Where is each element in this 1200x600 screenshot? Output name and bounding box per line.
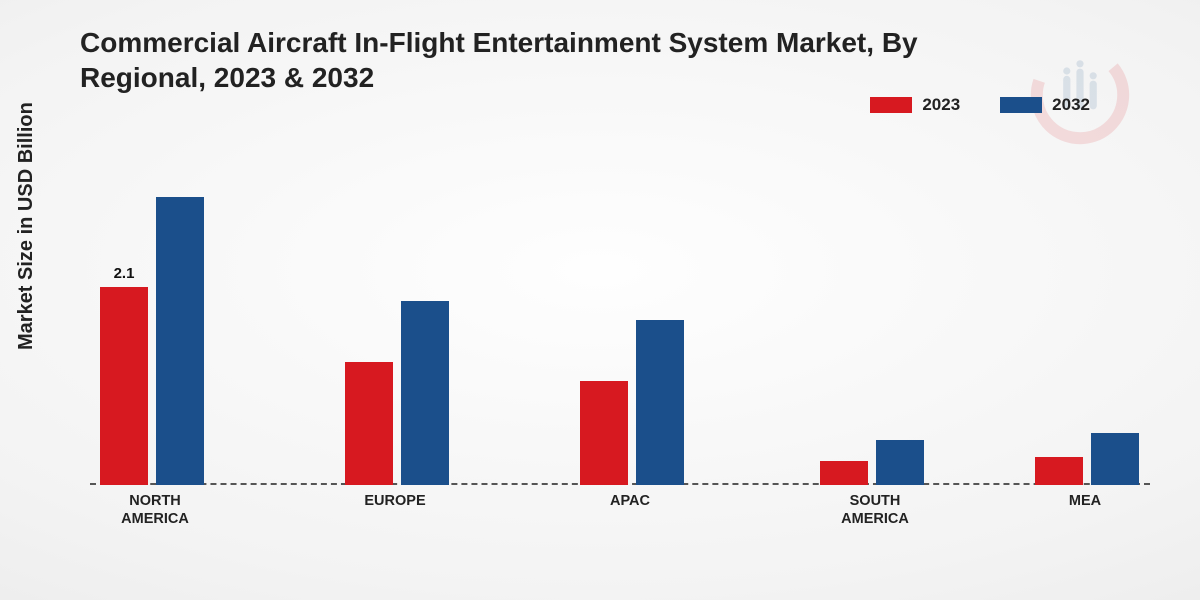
bar [1091,433,1139,485]
y-axis-label: Market Size in USD Billion [15,102,38,350]
bar-group [820,440,924,485]
bar [345,362,393,485]
x-axis-label: MEA [1025,492,1145,510]
bar: 2.1 [100,287,148,485]
bar [1035,457,1083,485]
x-axis-label: EUROPE [335,492,455,510]
legend: 2023 2032 [870,95,1090,115]
x-axis-label: SOUTH AMERICA [800,492,950,528]
x-axis-label: NORTH AMERICA [80,492,230,528]
bar [636,320,684,485]
bar-group [345,301,449,485]
x-axis-label: APAC [570,492,690,510]
bar [876,440,924,485]
bar [401,301,449,485]
bar [580,381,628,485]
legend-item-2032: 2032 [1000,95,1090,115]
bar [156,197,204,485]
x-axis-labels: NORTH AMERICAEUROPEAPACSOUTH AMERICAMEA [90,492,1150,542]
legend-item-2023: 2023 [870,95,960,115]
bar-group: 2.1 [100,197,204,485]
bar-group [1035,433,1139,485]
legend-label-2032: 2032 [1052,95,1090,115]
plot-area: 2.1 [90,155,1150,485]
bar-value-label: 2.1 [114,265,135,282]
chart-title: Commercial Aircraft In-Flight Entertainm… [80,25,980,95]
bar-group [580,320,684,485]
legend-swatch-2023 [870,97,912,113]
legend-swatch-2032 [1000,97,1042,113]
bar [820,461,868,485]
legend-label-2023: 2023 [922,95,960,115]
